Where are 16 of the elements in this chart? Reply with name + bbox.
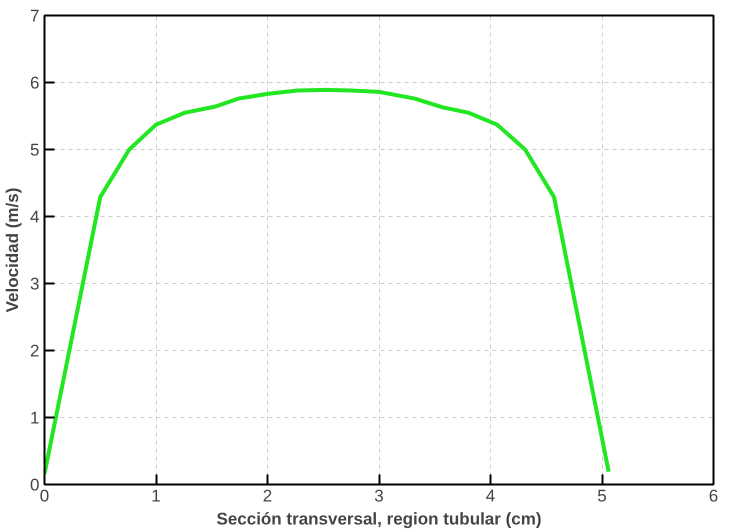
y-tick-label: 4: [30, 208, 40, 226]
x-tick-label: 3: [374, 486, 384, 506]
y-axis-title: Velocidad (m/s): [3, 188, 22, 312]
y-tick-label: 3: [30, 274, 40, 294]
x-tick-label: 6: [708, 486, 718, 506]
x-tick-label: 1: [151, 486, 161, 506]
y-tick-label: 7: [30, 6, 40, 26]
y-tick-label: 5: [30, 140, 40, 160]
y-tick-label: 1: [30, 408, 40, 428]
y-tick-label: 6: [30, 74, 40, 92]
x-axis-title: Sección transversal, region tubular (cm): [216, 510, 542, 528]
x-tick-label: 5: [597, 486, 607, 506]
x-tick-label: 2: [262, 486, 272, 506]
x-tick-label: 4: [486, 486, 496, 506]
line-series: [44, 88, 611, 476]
y-tick-label: 2: [30, 342, 40, 360]
